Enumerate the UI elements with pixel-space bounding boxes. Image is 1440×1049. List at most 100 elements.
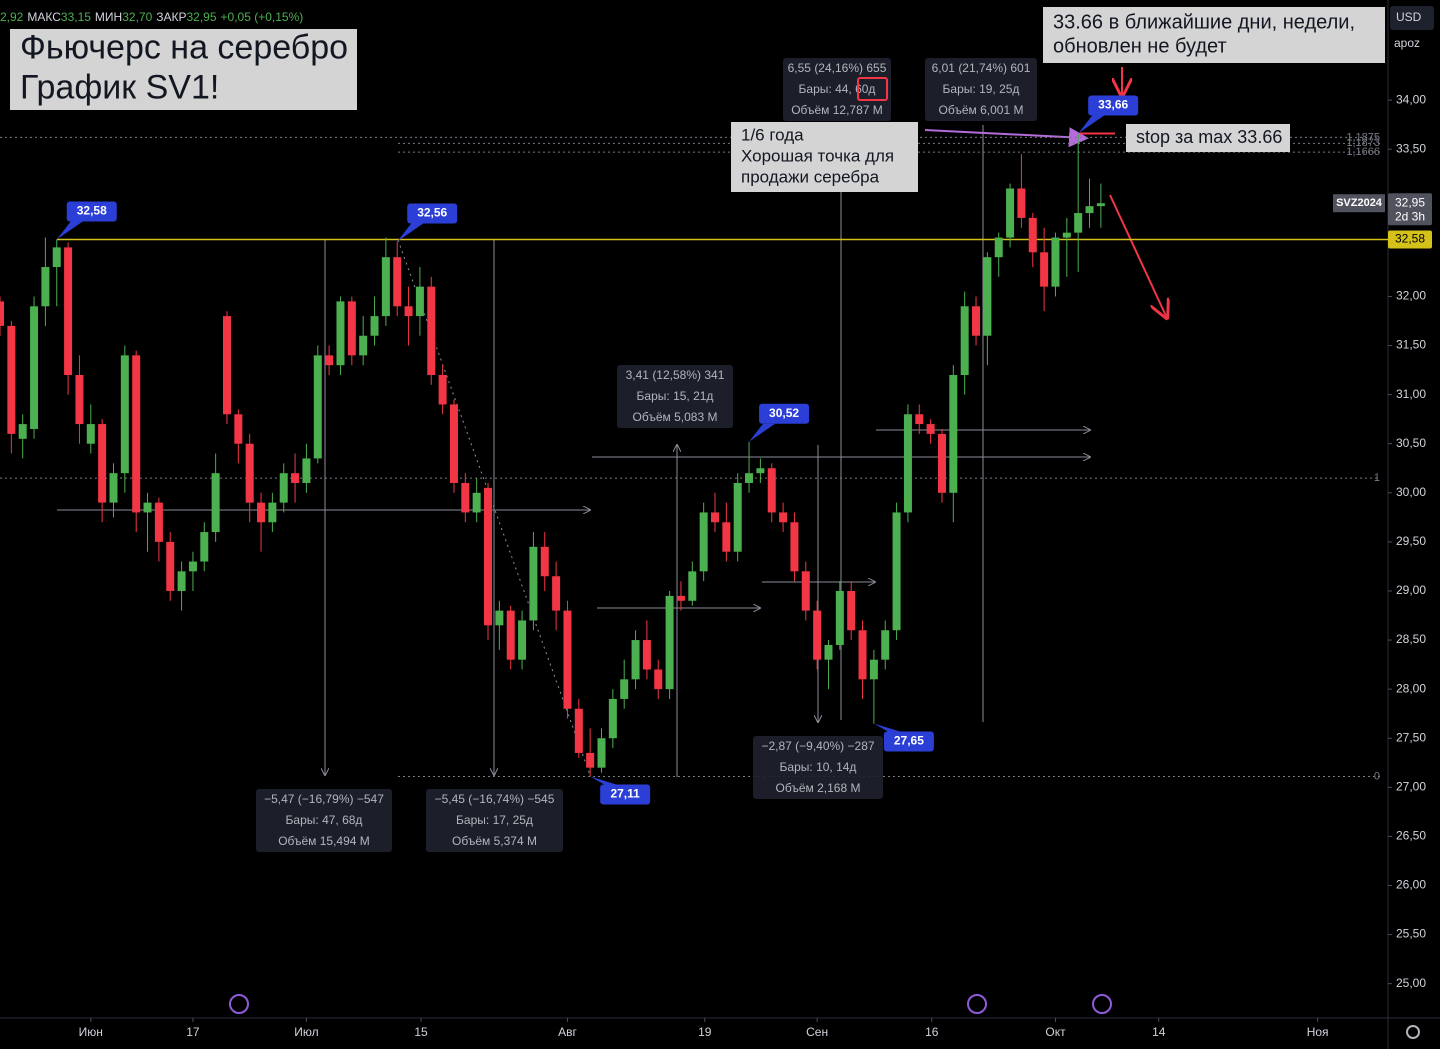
- x-tick-label: Сен: [806, 1025, 828, 1039]
- candle-body: [7, 325, 16, 434]
- price-pin: 27,65: [873, 723, 934, 752]
- candle-body: [257, 502, 266, 523]
- candle-body: [972, 306, 981, 336]
- candle-body: [642, 640, 651, 670]
- candle-body: [449, 404, 458, 483]
- candle-body: [858, 630, 867, 680]
- highlight-box: [857, 77, 888, 101]
- pin-label: 32,58: [77, 204, 107, 218]
- bottom-icons[interactable]: [229, 994, 1420, 1039]
- candle-body: [722, 522, 731, 552]
- unit: apoz: [1394, 36, 1420, 50]
- measure-text: Бары: 19, 25д: [943, 82, 1020, 96]
- x-tick-label: 16: [925, 1025, 939, 1039]
- price-pin: 32,56: [397, 203, 458, 242]
- note-text: обновлен не будет: [1053, 35, 1227, 57]
- candle-body: [767, 468, 776, 513]
- measure-text: Бары: 44, 60д: [799, 82, 876, 96]
- pin-tail: [590, 776, 617, 785]
- price-pin: 27,11: [590, 776, 651, 805]
- measure-text: Объём 15,494 M: [278, 834, 370, 848]
- candle-body: [926, 424, 935, 434]
- candle-body: [495, 610, 504, 626]
- candle-body: [370, 316, 379, 336]
- candle-body: [0, 301, 4, 326]
- candle-body: [563, 610, 572, 709]
- pin-box: [883, 731, 934, 752]
- measure-text: Объём 12,787 M: [791, 103, 883, 117]
- x-tick-label: 14: [1152, 1025, 1166, 1039]
- candle-body: [518, 620, 527, 660]
- candle-body: [427, 286, 436, 376]
- candle-body: [1096, 203, 1105, 207]
- candle-body: [529, 546, 538, 621]
- candle-body: [1062, 232, 1071, 238]
- candle-body: [631, 640, 640, 680]
- y-tick-label: 26,00: [1396, 878, 1426, 892]
- measure-text: Объём 5,083 M: [633, 410, 718, 424]
- pin-label: 32,56: [417, 206, 447, 220]
- candle-body: [404, 306, 413, 317]
- candle-body: [302, 458, 311, 483]
- price-pin: 33,66: [1078, 95, 1139, 134]
- y-tick-label: 27,00: [1396, 779, 1426, 793]
- candle-body: [949, 375, 958, 493]
- candle-body: [824, 644, 833, 660]
- candle-body: [710, 512, 719, 523]
- x-tick-label: 17: [186, 1025, 200, 1039]
- y-tick-label: 27,50: [1396, 730, 1426, 744]
- candle-body: [177, 571, 186, 591]
- fib-label: 1: [1374, 472, 1380, 484]
- candle-body: [30, 306, 39, 429]
- candle-body: [268, 502, 277, 523]
- note-box: [1043, 7, 1385, 63]
- candle-body: [18, 424, 27, 439]
- symbol: SVZ2024: [1336, 197, 1383, 209]
- pin-box: [66, 201, 117, 222]
- candle-body: [1017, 188, 1026, 218]
- fib-label: 1,1873: [1346, 137, 1380, 149]
- measure-text: 6,01 (21,74%) 601: [932, 61, 1031, 75]
- candle-body: [1051, 237, 1060, 287]
- candle-body: [211, 473, 220, 533]
- candle-body: [1006, 188, 1015, 238]
- measure-text: Бары: 15, 21д: [637, 389, 714, 403]
- candle-body: [313, 355, 322, 459]
- y-tick-label: 30,50: [1396, 436, 1426, 450]
- candle-body: [438, 375, 447, 405]
- measure-text: −2,87 (−9,40%) −287: [761, 739, 874, 753]
- measure-box: [925, 58, 1037, 121]
- candle-body: [472, 492, 481, 513]
- candle-body: [132, 355, 141, 513]
- pin-box: [600, 784, 651, 805]
- candle-body: [665, 595, 674, 690]
- candle-body: [86, 424, 95, 444]
- candle-body: [75, 375, 84, 425]
- candle-body: [347, 301, 356, 356]
- candle-body: [1040, 252, 1049, 287]
- y-tick-label: 25,50: [1396, 927, 1426, 941]
- level-label: 32,58: [1395, 232, 1425, 246]
- pin-box: [1088, 95, 1139, 116]
- y-tick-label: 30,00: [1396, 485, 1426, 499]
- candle-body: [120, 355, 129, 474]
- measure-text: Бары: 10, 14д: [780, 760, 857, 774]
- candle-body: [461, 482, 470, 513]
- candle-body: [688, 571, 697, 601]
- last-price: 32,95: [1395, 195, 1425, 209]
- candle-body: [1085, 206, 1094, 214]
- measure-box: [753, 736, 883, 799]
- candle-body: [552, 576, 561, 611]
- symbol-tag: [1333, 194, 1385, 213]
- y-tick-label: 33,50: [1396, 141, 1426, 155]
- candle-body: [892, 512, 901, 631]
- pin-box: [407, 203, 458, 224]
- candle-body: [903, 414, 912, 513]
- candle-body: [745, 473, 754, 483]
- note-box: [10, 29, 357, 110]
- pin-label: 33,66: [1098, 98, 1128, 112]
- candle-body: [98, 424, 107, 503]
- y-tick-label: 29,50: [1396, 534, 1426, 548]
